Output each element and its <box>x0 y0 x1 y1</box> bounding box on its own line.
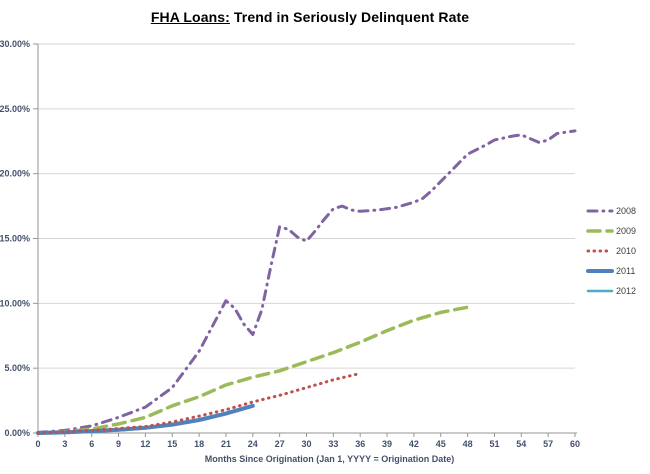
x-tick-label: 57 <box>543 439 553 449</box>
x-tick-label: 12 <box>140 439 150 449</box>
x-tick-label: 54 <box>516 439 526 449</box>
x-tick-label: 39 <box>382 439 392 449</box>
x-tick-label: 60 <box>570 439 580 449</box>
x-tick-label: 51 <box>489 439 499 449</box>
y-tick-label: 25.00% <box>0 104 30 114</box>
legend-label-2009: 2009 <box>616 226 636 236</box>
x-tick-label: 15 <box>167 439 177 449</box>
series-line-2011 <box>36 403 255 435</box>
y-tick-label: 15.00% <box>0 234 30 244</box>
x-tick-label: 24 <box>248 439 258 449</box>
x-tick-label: 48 <box>463 439 473 449</box>
x-tick-label: 0 <box>35 439 40 449</box>
chart-title-underlined-part: FHA Loans: <box>150 9 230 25</box>
legend-label-2012: 2012 <box>616 286 636 296</box>
legend-label-2011: 2011 <box>616 266 635 276</box>
x-tick-label: 6 <box>89 439 94 449</box>
chart-title-rest: Trend in Seriously Delinquent Rate <box>229 9 470 25</box>
legend-label-2008: 2008 <box>616 206 636 216</box>
x-tick-label: 21 <box>221 439 231 449</box>
x-tick-label: 18 <box>194 439 204 449</box>
x-tick-label: 30 <box>301 439 311 449</box>
y-tick-label: 20.00% <box>0 169 30 179</box>
series-line-2010 <box>36 371 362 435</box>
x-tick-label: 27 <box>275 439 285 449</box>
x-axis-title: Months Since Origination (Jan 1, YYYY = … <box>204 454 455 464</box>
y-tick-label: 0.00% <box>4 428 30 438</box>
x-tick-label: 9 <box>116 439 121 449</box>
x-tick-label: 3 <box>62 439 67 449</box>
x-tick-label: 45 <box>436 439 446 449</box>
x-tick-label: 33 <box>328 439 338 449</box>
legend-label-2010: 2010 <box>616 246 636 256</box>
y-tick-label: 5.00% <box>4 363 30 373</box>
y-tick-label: 10.00% <box>0 298 30 308</box>
x-tick-label: 42 <box>409 439 419 449</box>
y-tick-label: 30.00% <box>0 39 30 49</box>
series-line-2008 <box>36 129 577 434</box>
series-line-2009 <box>36 305 470 435</box>
chart-title: FHA Loans: Trend in Seriously Delinquent… <box>30 9 590 25</box>
x-tick-label: 36 <box>355 439 365 449</box>
